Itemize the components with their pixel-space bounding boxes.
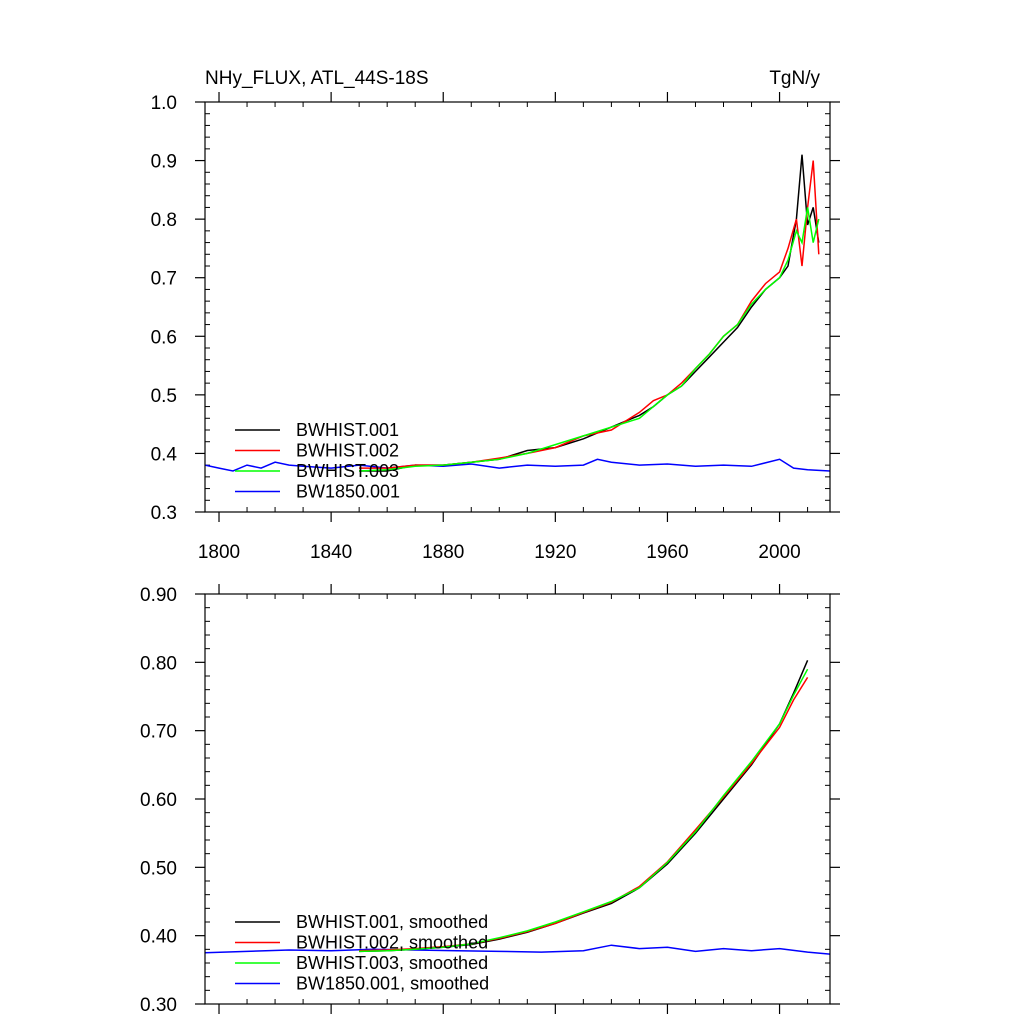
chart-top-x-tick-label-2000: 2000 — [758, 542, 800, 563]
chart-bottom-legend-label-bw1850-001-smoothed: BW1850.001, smoothed — [296, 974, 489, 994]
chart-top-panel: NHy_FLUX, ATL_44S-18S TgN/y 1800 1840 1880 19… — [151, 68, 840, 563]
chart-top-series-line-bwhist-002 — [359, 160, 820, 469]
chart-bottom-series-line-bw1850-001-smoothed — [205, 944, 830, 955]
chart-top-x-tick-label-1800: 1800 — [198, 542, 240, 563]
chart-top-series-line-bw1850-001 — [205, 458, 830, 472]
chart-bottom-plot-frame — [204, 593, 831, 1005]
chart-bottom-series-line-bwhist-001-smoothed — [359, 660, 809, 953]
chart-top-series-line-bwhist-001 — [359, 154, 820, 472]
chart-top-x-tick-label-1880: 1880 — [422, 542, 464, 563]
chart-bottom-legend-label-bwhist-001-smoothed: BWHIST.001, smoothed — [296, 912, 488, 932]
chart-bottom-series-line-bwhist-003-smoothed — [359, 668, 809, 953]
chart-top-x-tick-label-1960: 1960 — [646, 542, 688, 563]
chart-top-y-tick-label-0-9: 0.9 — [151, 152, 177, 173]
chart-top-y-tick-label-0-3: 0.3 — [151, 503, 177, 524]
chart-top-series-line-bwhist-003 — [359, 207, 820, 472]
chart-top-units-label: TgN/y — [769, 68, 820, 89]
chart-top-y-tick-label-0-5: 0.5 — [151, 386, 177, 407]
chart-bottom-panel: 0.30 0.40 0.50 0.60 0.70 0.80 0.90 BWHIST.001, … — [140, 584, 840, 1016]
chart-top-y-tick-label-0-7: 0.7 — [151, 269, 177, 290]
chart-top-x-tick-label-1920: 1920 — [534, 542, 576, 563]
chart-top-y-tick-label-0-4: 0.4 — [151, 444, 178, 465]
chart-top-legend-label-bwhist-001: BWHIST.001 — [296, 420, 399, 440]
chart-top-y-tick-label-0-6: 0.6 — [151, 327, 177, 348]
chart-top-x-tick-label-1840: 1840 — [310, 542, 352, 563]
chart-bottom-series-line-bwhist-002-smoothed — [359, 677, 809, 952]
chart-bottom-y-tick-label-0-50: 0.50 — [140, 858, 177, 879]
chart-bottom-y-tick-label-0-80: 0.80 — [140, 653, 177, 674]
chart-top-legend-label-bw1850-001: BW1850.001 — [296, 482, 400, 502]
chart-bottom-legend-label-bwhist-002-smoothed: BWHIST.002, smoothed — [296, 933, 488, 953]
chart-top-y-tick-label-1-0: 1.0 — [151, 93, 177, 114]
chart-top-y-tick-label-0-8: 0.8 — [151, 210, 177, 231]
chart-top-legend-label-bwhist-002: BWHIST.002 — [296, 441, 399, 461]
chart-bottom-y-tick-label-0-40: 0.40 — [140, 927, 177, 948]
chart-top-plot-frame — [204, 101, 831, 513]
chart-bottom-y-tick-label-0-90: 0.90 — [140, 585, 177, 606]
chart-top-title: NHy_FLUX, ATL_44S-18S — [205, 68, 429, 89]
chart-bottom-y-tick-label-0-70: 0.70 — [140, 722, 177, 743]
chart-bottom-legend-label-bwhist-003-smoothed: BWHIST.003, smoothed — [296, 953, 488, 973]
chart-bottom-y-tick-label-0-60: 0.60 — [140, 790, 177, 811]
chart-top-legend-label-bwhist-003: BWHIST.003 — [296, 461, 399, 481]
chart-bottom-y-tick-label-0-30: 0.30 — [140, 995, 177, 1016]
